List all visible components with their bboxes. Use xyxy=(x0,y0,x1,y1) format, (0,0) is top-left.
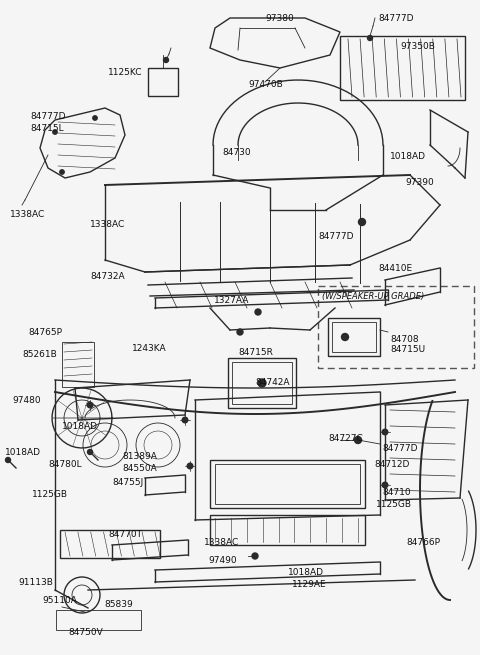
Text: 84777D: 84777D xyxy=(30,112,65,121)
Text: 1338AC: 1338AC xyxy=(204,538,239,547)
Bar xyxy=(148,68,178,96)
Circle shape xyxy=(182,417,188,422)
Text: 84765P: 84765P xyxy=(28,328,62,337)
Text: 84777D: 84777D xyxy=(378,14,413,23)
Text: 84715L: 84715L xyxy=(30,124,64,133)
Circle shape xyxy=(341,333,348,341)
Circle shape xyxy=(359,219,365,225)
Text: 97490: 97490 xyxy=(208,556,237,565)
Text: 1018AD: 1018AD xyxy=(5,448,41,457)
Text: 97390: 97390 xyxy=(405,178,434,187)
Text: 95110A: 95110A xyxy=(42,596,77,605)
Circle shape xyxy=(5,457,11,462)
Circle shape xyxy=(255,309,261,315)
Text: 84770T: 84770T xyxy=(108,530,142,539)
Circle shape xyxy=(258,379,266,387)
Text: 84730: 84730 xyxy=(222,148,251,157)
Bar xyxy=(232,362,292,404)
Text: 1243KA: 1243KA xyxy=(132,344,167,353)
Text: 84550A: 84550A xyxy=(122,464,157,473)
Text: 91113B: 91113B xyxy=(18,578,53,587)
Text: 84766P: 84766P xyxy=(406,538,440,547)
Text: 84727C: 84727C xyxy=(328,434,363,443)
Circle shape xyxy=(87,449,93,455)
Text: 85839: 85839 xyxy=(104,600,133,609)
Text: 84410E: 84410E xyxy=(378,264,412,273)
Text: 1125KC: 1125KC xyxy=(108,68,143,77)
Text: 1125GB: 1125GB xyxy=(376,500,412,509)
Text: 84710: 84710 xyxy=(382,488,410,497)
Circle shape xyxy=(368,35,372,41)
Bar xyxy=(318,286,474,368)
Text: (W/SPEAKER-UP GRADE): (W/SPEAKER-UP GRADE) xyxy=(322,292,424,301)
Text: 81389A: 81389A xyxy=(122,452,157,461)
Text: 1125GB: 1125GB xyxy=(32,490,68,499)
Text: 1018AD: 1018AD xyxy=(288,568,324,577)
Text: 1338AC: 1338AC xyxy=(90,220,125,229)
Text: 1327AA: 1327AA xyxy=(214,296,250,305)
Text: 1338AC: 1338AC xyxy=(10,210,45,219)
Text: 84732A: 84732A xyxy=(90,272,125,281)
Text: 85261B: 85261B xyxy=(22,350,57,359)
Text: 1018AD: 1018AD xyxy=(62,422,98,431)
Circle shape xyxy=(60,170,64,174)
Text: 84750V: 84750V xyxy=(68,628,103,637)
Text: 97470B: 97470B xyxy=(248,80,283,89)
Text: 97350B: 97350B xyxy=(400,42,435,51)
Circle shape xyxy=(355,436,361,443)
Circle shape xyxy=(237,329,243,335)
Circle shape xyxy=(382,482,388,488)
Text: 84777D: 84777D xyxy=(318,232,353,241)
Text: 84755J: 84755J xyxy=(112,478,143,487)
Text: 84715R: 84715R xyxy=(238,348,273,357)
Bar xyxy=(340,36,465,100)
Bar xyxy=(215,464,360,504)
Bar xyxy=(332,322,376,352)
Text: 84777D: 84777D xyxy=(382,444,418,453)
Circle shape xyxy=(252,553,258,559)
Bar xyxy=(56,610,141,630)
Bar xyxy=(60,530,160,558)
Bar xyxy=(228,358,296,408)
Circle shape xyxy=(164,58,168,62)
Text: 84742A: 84742A xyxy=(255,378,289,387)
Circle shape xyxy=(187,463,193,469)
Bar xyxy=(210,515,365,545)
Bar xyxy=(62,342,94,387)
Text: 1129AE: 1129AE xyxy=(292,580,326,589)
Text: 84708
84715U: 84708 84715U xyxy=(390,335,425,354)
Text: 97380: 97380 xyxy=(265,14,294,23)
Circle shape xyxy=(382,429,388,435)
Circle shape xyxy=(87,402,93,408)
Text: 1018AD: 1018AD xyxy=(390,152,426,161)
Bar xyxy=(328,318,380,356)
Circle shape xyxy=(93,116,97,121)
Text: 84780L: 84780L xyxy=(48,460,82,469)
Text: 97480: 97480 xyxy=(12,396,41,405)
Bar xyxy=(210,460,365,508)
Circle shape xyxy=(53,130,57,134)
Text: 84712D: 84712D xyxy=(374,460,409,469)
